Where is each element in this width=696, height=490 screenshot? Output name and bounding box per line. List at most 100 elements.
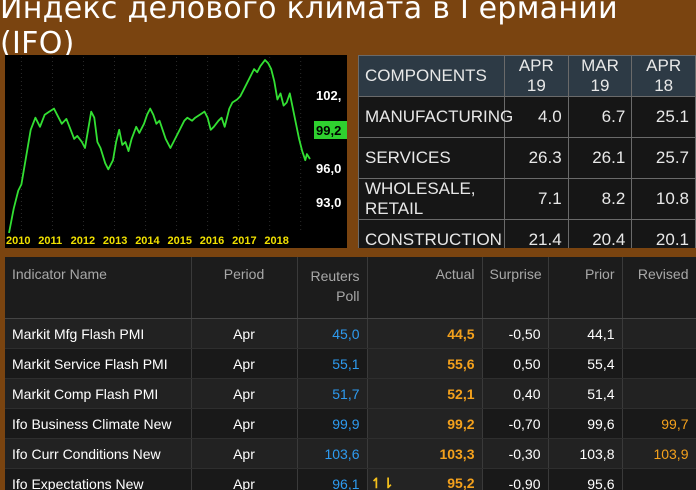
- indicator-name-text: Markit Service Flash PMI: [12, 355, 168, 372]
- indicator-surprise-text: -0,50: [508, 325, 541, 342]
- indicator-name: Ifo Curr Conditions New: [5, 438, 192, 469]
- indicator-surprise: -0,90: [482, 468, 549, 490]
- component-value: 6.7: [567, 96, 633, 138]
- indicator-reuters-poll: 55,1: [297, 348, 368, 379]
- indicator-name-text: Ifo Business Climate New: [12, 415, 172, 432]
- indicator-actual-text: 44,5: [447, 325, 475, 342]
- indicator-actual: 55,6: [367, 348, 483, 379]
- indicator-actual-text: 99,2: [447, 415, 475, 432]
- indicator-reuters-poll-text: 55,1: [332, 355, 360, 372]
- indicator-name: Markit Mfg Flash PMI: [5, 318, 192, 349]
- col-header-prior[interactable]: Prior: [548, 257, 623, 319]
- component-name: SERVICES: [358, 137, 505, 179]
- components-row: CONSTRUCTION 21.4 20.4 20.1: [358, 219, 696, 248]
- component-value: 25.1: [631, 96, 696, 138]
- x-tick-label: 2011: [38, 235, 62, 247]
- indicator-reuters-poll-text: 45,0: [332, 325, 360, 342]
- indicator-reuters-poll-text: 96,1: [332, 475, 360, 490]
- indicator-name: Ifo Expectations New: [5, 468, 192, 490]
- ifo-line-chart: 2010 2011 2012 2013 2014 2015 2016 2017 2018 102,…: [5, 55, 347, 248]
- indicator-actual: 99,2: [367, 408, 483, 439]
- component-value: 7.1: [504, 178, 569, 220]
- indicator-surprise: 0,40: [482, 378, 549, 409]
- indicator-actual-text: 103,3: [439, 445, 475, 462]
- col-header-period[interactable]: Period: [191, 257, 298, 319]
- indicator-prior-text: 51,4: [587, 385, 615, 402]
- indicator-row[interactable]: Ifo Business Climate New Apr 99,9 99,2 -0,70…: [5, 408, 696, 439]
- indicator-reuters-poll-text: 103,6: [324, 445, 360, 462]
- col-header-revised[interactable]: Revised: [622, 257, 696, 319]
- x-tick-label: 2017: [232, 235, 256, 247]
- indicator-surprise-text: -0,30: [508, 445, 541, 462]
- indicator-prior: 95,6: [548, 468, 623, 490]
- indicator-surprise-text: 0,40: [513, 385, 541, 402]
- col-header-actual[interactable]: Actual: [367, 257, 483, 319]
- indicator-prior-text: 103,8: [579, 445, 615, 462]
- col-header-reuters-poll-line2: Poll: [336, 288, 360, 304]
- col-header-reuters-poll[interactable]: Reuters Poll: [297, 257, 368, 319]
- indicators-table-panel: Indicator Name Period Reuters Poll Actua…: [5, 257, 696, 490]
- indicator-row[interactable]: Markit Comp Flash PMI Apr 51,7 52,1 0,40 51,4: [5, 378, 696, 409]
- col-header-surprise[interactable]: Surprise: [482, 257, 549, 319]
- indicator-name: Ifo Business Climate New: [5, 408, 192, 439]
- components-table-panel: COMPONENTS APR 19 MAR 19 APR 18 MANUFACT…: [358, 55, 696, 248]
- indicator-prior: 103,8: [548, 438, 623, 469]
- component-name: WHOLESALE, RETAIL: [358, 178, 505, 220]
- x-tick-label: 2016: [200, 235, 224, 247]
- indicator-name-text: Ifo Curr Conditions New: [12, 445, 161, 462]
- indicator-period-text: Apr: [233, 475, 255, 490]
- indicator-reuters-poll: 99,9: [297, 408, 368, 439]
- y-tick-label: 96,0: [316, 161, 341, 176]
- indicators-header-row: Indicator Name Period Reuters Poll Actua…: [5, 257, 696, 319]
- indicator-surprise: -0,70: [482, 408, 549, 439]
- components-row: WHOLESALE, RETAIL 7.1 8.2 10.8: [358, 178, 696, 220]
- indicator-prior: 51,4: [548, 378, 623, 409]
- component-value: 8.2: [567, 178, 633, 220]
- indicator-period: Apr: [191, 468, 298, 490]
- current-value-badge: [314, 121, 347, 139]
- component-value: 20.1: [631, 219, 696, 248]
- indicator-surprise: 0,50: [482, 348, 549, 379]
- indicator-prior: 55,4: [548, 348, 623, 379]
- indicator-prior-text: 55,4: [587, 355, 615, 372]
- indicator-name-text: Markit Mfg Flash PMI: [12, 325, 145, 342]
- indicator-reuters-poll: 103,6: [297, 438, 368, 469]
- indicator-actual: ↿⇂ 95,2: [367, 468, 483, 490]
- indicator-surprise-text: 0,50: [513, 355, 541, 372]
- indicator-prior: 99,6: [548, 408, 623, 439]
- indicator-period: Apr: [191, 378, 298, 409]
- indicator-prior-text: 44,1: [587, 325, 615, 342]
- components-table: COMPONENTS APR 19 MAR 19 APR 18 MANUFACT…: [358, 55, 696, 248]
- indicator-period-text: Apr: [233, 445, 255, 462]
- col-header-indicator-name[interactable]: Indicator Name: [5, 257, 192, 319]
- indicator-revised: [622, 378, 696, 409]
- x-tick-label: 2014: [135, 235, 160, 247]
- indicator-period: Apr: [191, 318, 298, 349]
- components-header: APR 18: [631, 55, 696, 97]
- indicator-row[interactable]: Ifo Curr Conditions New Apr 103,6 103,3 -0,3…: [5, 438, 696, 469]
- y-tick-label: 93,0: [316, 195, 341, 210]
- indicator-revised: 103,9: [622, 438, 696, 469]
- indicator-name-text: Ifo Expectations New: [12, 475, 144, 490]
- x-tick-label: 2012: [71, 235, 95, 247]
- indicator-reuters-poll: 96,1: [297, 468, 368, 490]
- indicator-surprise-text: -0,90: [508, 475, 541, 490]
- indicator-actual-text: 95,2: [447, 475, 475, 490]
- indicator-row[interactable]: Markit Service Flash PMI Apr 55,1 55,6 0,50 5…: [5, 348, 696, 379]
- component-value: 25.7: [631, 137, 696, 179]
- page-title: Индекс делового климата в Германии (IFO): [0, 0, 618, 61]
- components-row: MANUFACTURING 4.0 6.7 25.1: [358, 96, 696, 138]
- indicator-name: Markit Service Flash PMI: [5, 348, 192, 379]
- indicator-period: Apr: [191, 438, 298, 469]
- trend-arrows-icon: ↿⇂: [370, 475, 394, 490]
- component-value: 21.4: [504, 219, 569, 248]
- indicator-actual-text: 55,6: [447, 355, 475, 372]
- indicator-row[interactable]: Ifo Expectations New Apr 96,1 ↿⇂ 95,2 -0,90 95…: [5, 468, 696, 490]
- x-tick-label: 2018: [264, 235, 288, 247]
- indicator-name: Markit Comp Flash PMI: [5, 378, 192, 409]
- indicator-name-text: Markit Comp Flash PMI: [12, 385, 159, 402]
- indicator-reuters-poll: 51,7: [297, 378, 368, 409]
- indicator-period: Apr: [191, 408, 298, 439]
- indicator-row[interactable]: Markit Mfg Flash PMI Apr 45,0 44,5 -0,50 44,1: [5, 318, 696, 349]
- y-tick-label: 102,: [316, 88, 341, 103]
